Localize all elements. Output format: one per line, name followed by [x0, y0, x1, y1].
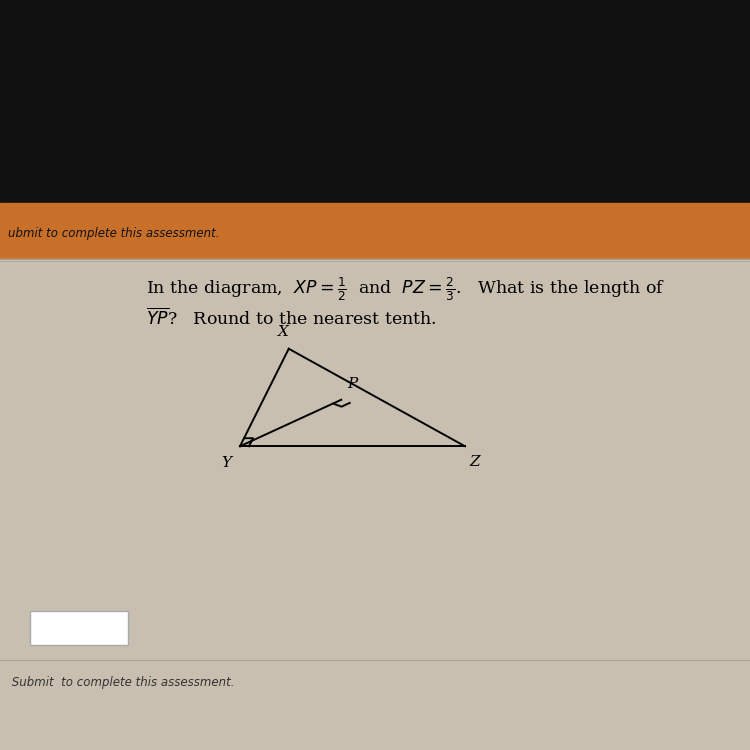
Bar	[30, 611, 128, 645]
Text: Z: Z	[470, 455, 480, 470]
Text: P: P	[347, 377, 358, 392]
Bar	[0, 0, 750, 202]
Bar	[0, 202, 750, 259]
Text: Submit  to complete this assessment.: Submit to complete this assessment.	[8, 676, 234, 689]
Text: Y: Y	[220, 456, 231, 470]
Bar	[0, 259, 750, 750]
Text: X: X	[278, 325, 289, 339]
Text: $\overline{YP}$?   Round to the nearest tenth.: $\overline{YP}$? Round to the nearest te…	[146, 308, 437, 329]
Text: ubmit to complete this assessment.: ubmit to complete this assessment.	[8, 227, 219, 240]
Text: In the diagram,  $XP = \frac{1}{2}$  and  $PZ = \frac{2}{3}$.   What is the leng: In the diagram, $XP = \frac{1}{2}$ and $…	[146, 275, 665, 302]
